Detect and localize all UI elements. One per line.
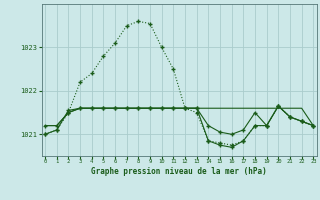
X-axis label: Graphe pression niveau de la mer (hPa): Graphe pression niveau de la mer (hPa) <box>91 167 267 176</box>
